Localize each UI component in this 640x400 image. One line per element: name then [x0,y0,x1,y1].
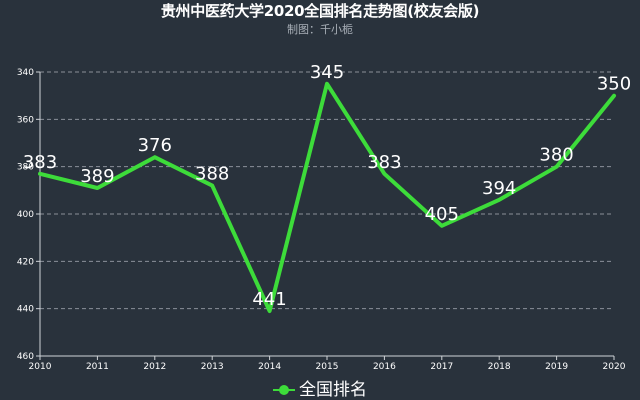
x-axis-ticks: 2010 2011 2012 2013 2014 2015 2016 2017 2018 2019… [29,356,626,372]
svg-text:2013: 2013 [201,362,224,372]
svg-text:440: 440 [17,305,34,315]
chart-subtitle: 制图：千小栀 [287,23,353,36]
svg-text:400: 400 [17,210,34,220]
svg-text:380: 380 [17,163,34,173]
svg-text:2018: 2018 [488,362,511,372]
data-label: 389 [80,166,114,187]
data-label: 405 [425,204,459,225]
grid-lines [40,71,614,310]
data-label: 394 [482,178,516,199]
svg-text:2016: 2016 [373,362,396,372]
data-label: 345 [310,62,344,83]
legend-label: 全国排名 [299,380,367,400]
data-label: 388 [195,164,229,185]
svg-text:360: 360 [17,115,34,125]
svg-text:2019: 2019 [545,362,568,372]
chart-title: 贵州中医药大学2020全国排名走势图(校友会版) [160,2,480,20]
data-label: 380 [539,145,573,166]
data-labels: 383 389 376 388 441 345 383 405 394 380 350 [23,62,631,310]
data-label: 350 [597,74,631,95]
legend-marker-icon [273,384,295,396]
svg-text:2012: 2012 [143,362,166,372]
svg-text:2015: 2015 [316,362,339,372]
svg-text:2020: 2020 [603,362,626,372]
svg-text:2017: 2017 [430,362,453,372]
svg-text:2011: 2011 [86,362,109,372]
data-label: 376 [138,135,172,156]
svg-text:420: 420 [17,257,34,267]
series-line-national-rank [38,81,616,313]
data-label: 383 [367,152,401,173]
y-axis-ticks: 340 360 380 400 420 440 460 [17,68,40,362]
data-label: 441 [252,289,286,310]
svg-text:2010: 2010 [29,362,52,372]
svg-text:460: 460 [17,352,34,362]
legend[interactable]: 全国排名 [0,380,640,400]
svg-text:2014: 2014 [258,362,281,372]
svg-text:340: 340 [17,68,34,78]
data-label: 383 [23,152,57,173]
